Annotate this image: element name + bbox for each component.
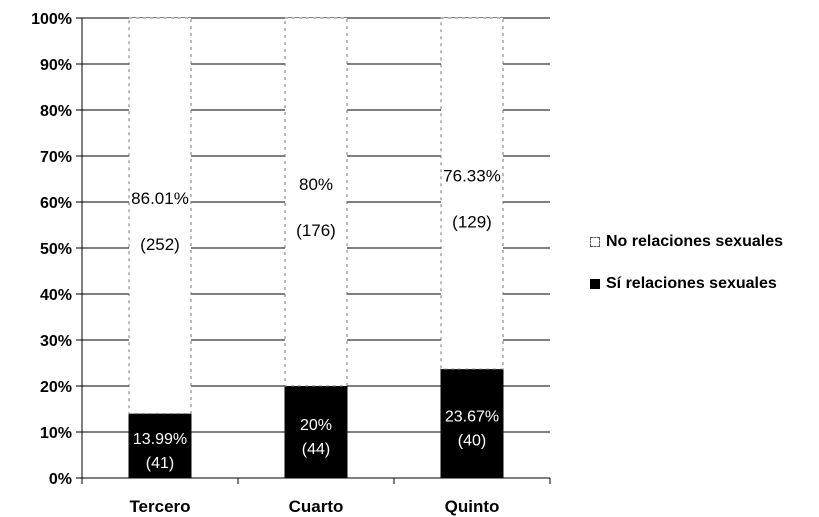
bar-si	[440, 368, 504, 479]
y-tick-label: 100%	[31, 11, 72, 28]
legend-label-si: Sí relaciones sexuales	[606, 275, 777, 292]
bar-no	[440, 17, 504, 370]
legend-label-no: No relaciones sexuales	[606, 233, 783, 250]
data-label-si-percent: 13.99%	[133, 431, 187, 448]
legend-item-no: No relaciones sexuales	[590, 233, 783, 251]
data-label-si-count: (44)	[302, 441, 330, 458]
y-tick-label: 40%	[40, 287, 72, 304]
bar-no	[128, 17, 192, 415]
bar-no	[284, 17, 348, 387]
data-label-si-percent: 23.67%	[445, 409, 499, 426]
data-label-no-count: (176)	[296, 221, 336, 240]
data-label-si-count: (40)	[458, 433, 486, 450]
legend-swatch-si	[590, 279, 600, 289]
bar-si	[128, 413, 192, 479]
data-label-no-percent: 76.33%	[443, 167, 501, 186]
y-tick-label: 80%	[40, 103, 72, 120]
y-tick-label: 0%	[49, 471, 72, 488]
x-tick-label: Tercero	[129, 497, 190, 516]
data-label-no-percent: 80%	[299, 175, 333, 194]
data-label-si-count: (41)	[146, 455, 174, 472]
data-label-si-percent: 20%	[300, 417, 332, 434]
y-tick-label: 60%	[40, 195, 72, 212]
x-tick-label: Quinto	[445, 497, 500, 516]
legend-swatch-no	[590, 237, 600, 247]
x-tick-label: Cuarto	[289, 497, 344, 516]
data-label-no-count: (129)	[452, 213, 492, 232]
bar-si	[284, 385, 348, 479]
y-tick-label: 50%	[40, 241, 72, 258]
data-label-no-percent: 86.01%	[131, 189, 189, 208]
y-tick-label: 20%	[40, 379, 72, 396]
legend-item-si: Sí relaciones sexuales	[590, 275, 777, 293]
y-tick-label: 90%	[40, 57, 72, 74]
y-tick-label: 10%	[40, 425, 72, 442]
y-tick-label: 30%	[40, 333, 72, 350]
data-label-no-count: (252)	[140, 235, 180, 254]
y-tick-label: 70%	[40, 149, 72, 166]
